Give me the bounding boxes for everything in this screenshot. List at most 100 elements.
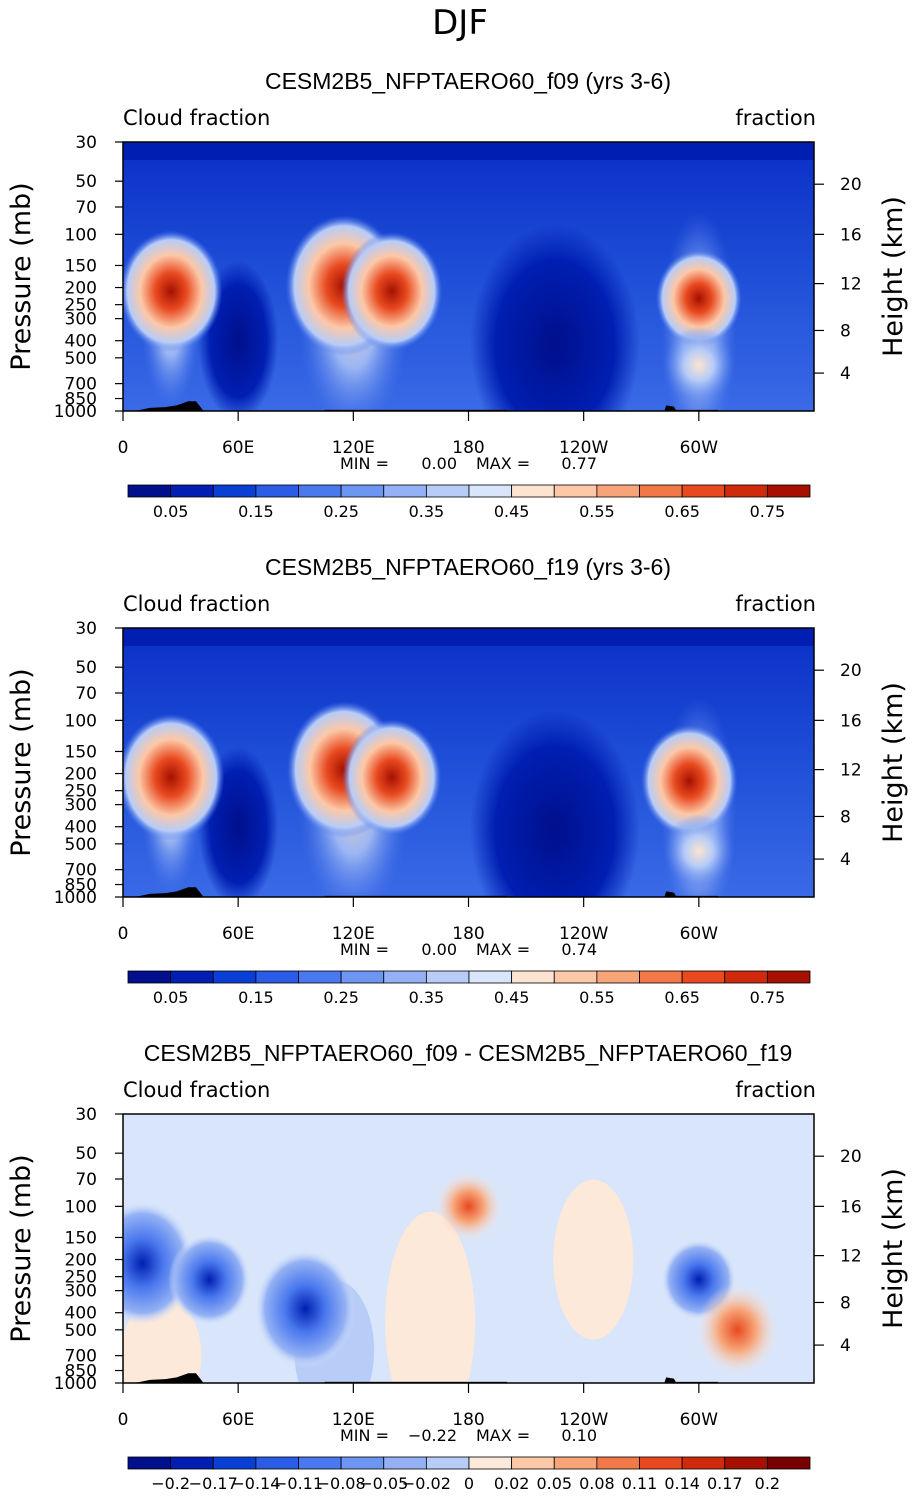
y-tick-label: 30 bbox=[75, 1105, 97, 1125]
max-value: 0.74 bbox=[561, 940, 597, 959]
right-label: fraction bbox=[735, 106, 816, 130]
colorbar-box bbox=[468, 1456, 513, 1470]
colorbar-box bbox=[255, 1456, 299, 1470]
colorbar-label: −0.14 bbox=[231, 1474, 280, 1493]
y2-axis-label: Height (km) bbox=[878, 1168, 909, 1329]
max-label: MAX = bbox=[476, 1426, 530, 1445]
y-tick-label: 50 bbox=[75, 1144, 97, 1164]
x-tick-label: 120E bbox=[332, 438, 375, 458]
contour-peak bbox=[254, 1249, 356, 1369]
colorbar-box bbox=[639, 484, 683, 498]
y-tick-label: 250 bbox=[65, 782, 97, 802]
positive-region bbox=[553, 1179, 634, 1340]
colorbar-box bbox=[212, 484, 257, 498]
x-tick-label: 60E bbox=[222, 924, 254, 944]
colorbar-box bbox=[639, 970, 683, 984]
chart-title: CESM2B5_NFPTAERO60_f09 (yrs 3-6) bbox=[265, 68, 671, 94]
positive-region bbox=[385, 1211, 476, 1383]
min-label: MIN = bbox=[340, 454, 389, 473]
contour-peak bbox=[662, 326, 736, 404]
x-tick-label: 0 bbox=[118, 438, 129, 458]
y-tick-label: 1000 bbox=[54, 402, 97, 422]
y2-tick-label: 4 bbox=[840, 1336, 851, 1356]
min-value: 0.00 bbox=[421, 454, 457, 473]
topography-africa bbox=[128, 1373, 204, 1383]
y2-tick-label: 20 bbox=[840, 661, 862, 681]
colorbar-box bbox=[511, 970, 555, 984]
y-tick-label: 700 bbox=[65, 375, 97, 395]
x-tick-label: 180 bbox=[452, 1410, 484, 1430]
chart-panel-3: CESM2B5_NFPTAERO60_f09 - CESM2B5_NFPTAER… bbox=[6, 1040, 909, 1493]
colorbar-label: 0.55 bbox=[579, 502, 615, 521]
colorbar-label: 0.45 bbox=[494, 502, 530, 521]
y-tick-label: 30 bbox=[75, 619, 97, 639]
chart-title: CESM2B5_NFPTAERO60_f09 - CESM2B5_NFPTAER… bbox=[144, 1040, 793, 1066]
colorbar-box bbox=[212, 970, 257, 984]
colorbar-label: 0.75 bbox=[750, 502, 786, 521]
y-tick-label: 300 bbox=[65, 1282, 97, 1302]
left-label: Cloud fraction bbox=[123, 592, 270, 616]
max-label: MAX = bbox=[476, 940, 530, 959]
y2-tick-label: 8 bbox=[840, 807, 851, 827]
colorbar-label: 0.02 bbox=[494, 1474, 530, 1493]
colorbar-box bbox=[766, 1456, 811, 1470]
colorbar-box bbox=[170, 1456, 214, 1470]
y-tick-label: 500 bbox=[65, 349, 97, 369]
x-tick-label: 120W bbox=[559, 438, 608, 458]
y-tick-label: 150 bbox=[65, 256, 97, 276]
y2-tick-label: 4 bbox=[840, 850, 851, 870]
topography-africa bbox=[128, 887, 204, 897]
contour-peak bbox=[696, 1284, 779, 1376]
colorbar-box bbox=[596, 1456, 640, 1470]
contour-peak bbox=[341, 232, 443, 351]
contour-field bbox=[123, 628, 814, 897]
colorbar-box bbox=[298, 1456, 342, 1470]
colorbar-label: 0.25 bbox=[323, 988, 359, 1007]
y2-tick-label: 16 bbox=[840, 711, 862, 731]
colorbar-label: 0.15 bbox=[238, 988, 274, 1007]
colorbar-box bbox=[511, 1456, 555, 1470]
colorbar-box bbox=[639, 1456, 683, 1470]
x-tick-label: 180 bbox=[452, 924, 484, 944]
colorbar-label: 0.65 bbox=[664, 988, 700, 1007]
y-tick-label: 400 bbox=[65, 332, 97, 352]
y-tick-label: 300 bbox=[65, 310, 97, 330]
y-tick-label: 200 bbox=[65, 765, 97, 785]
subsidence-region bbox=[469, 224, 640, 411]
y2-tick-label: 20 bbox=[840, 1147, 862, 1167]
colorbar-box bbox=[170, 484, 214, 498]
colorbar-box bbox=[425, 484, 470, 498]
x-tick-label: 0 bbox=[118, 924, 129, 944]
colorbar-label: −0.08 bbox=[317, 1474, 366, 1493]
colorbar-label: 0.17 bbox=[707, 1474, 743, 1493]
colorbar-label: 0.25 bbox=[323, 502, 359, 521]
x-tick-label: 120W bbox=[559, 924, 608, 944]
y-tick-label: 70 bbox=[75, 198, 97, 218]
contour-peak bbox=[435, 1171, 502, 1241]
colorbar-box bbox=[468, 484, 513, 498]
colorbar-box bbox=[383, 484, 427, 498]
colorbar-box bbox=[681, 484, 726, 498]
contour-peak bbox=[342, 719, 442, 836]
colorbar-label: 0.08 bbox=[579, 1474, 615, 1493]
y-tick-label: 200 bbox=[65, 279, 97, 299]
x-tick-label: 120W bbox=[559, 1410, 608, 1430]
y2-tick-label: 16 bbox=[840, 1197, 862, 1217]
y-tick-label: 300 bbox=[65, 796, 97, 816]
upper-band bbox=[123, 142, 814, 160]
y-tick-label: 250 bbox=[65, 296, 97, 316]
y-tick-label: 400 bbox=[65, 818, 97, 838]
colorbar-label: 0.45 bbox=[494, 988, 530, 1007]
colorbar-box bbox=[127, 484, 172, 498]
colorbar-box bbox=[766, 484, 811, 498]
right-label: fraction bbox=[735, 592, 816, 616]
min-label: MIN = bbox=[340, 1426, 389, 1445]
y-tick-label: 50 bbox=[75, 658, 97, 678]
colorbar-box bbox=[681, 970, 726, 984]
contour-peak bbox=[123, 713, 225, 841]
y2-tick-label: 20 bbox=[840, 175, 862, 195]
y-tick-label: 500 bbox=[65, 835, 97, 855]
contour-peak bbox=[641, 725, 738, 837]
colorbar-box bbox=[340, 484, 385, 498]
